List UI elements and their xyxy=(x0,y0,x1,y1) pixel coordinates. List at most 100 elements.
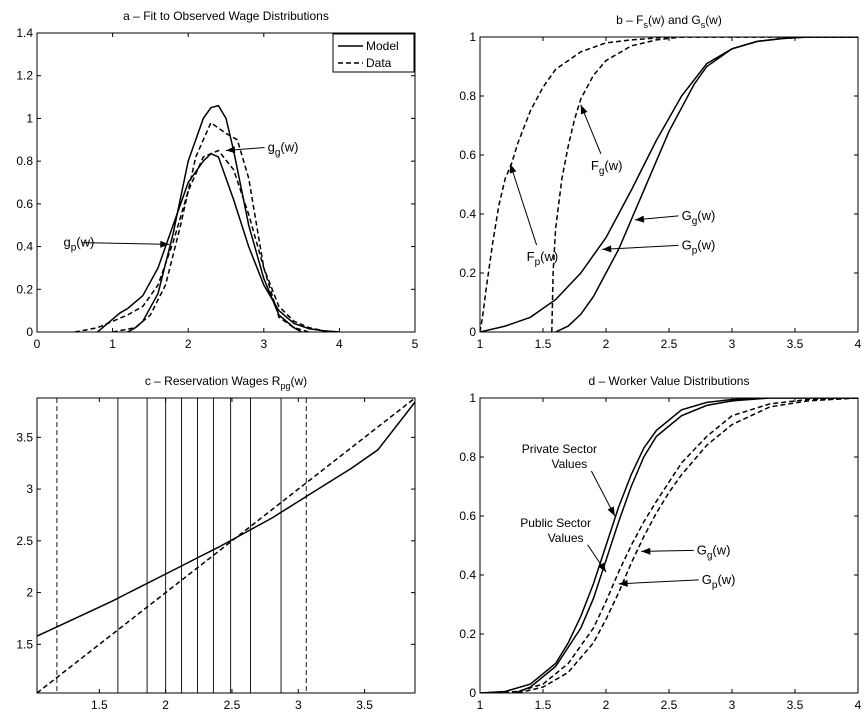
panel-d-ytick-label-3: 0.6 xyxy=(459,509,476,523)
panel-d-series-3 xyxy=(517,398,858,693)
panel-a-title: a – Fit to Observed Wage Distributions xyxy=(123,9,329,23)
panel-a-xtick-label-2: 2 xyxy=(185,337,192,351)
legend-box xyxy=(332,33,415,73)
panel-c-xtick-label-4: 3.5 xyxy=(356,698,373,712)
panel-b-xtick-label-6: 4 xyxy=(855,337,862,351)
panel-c-title: c – Reservation Wages Rpg(w) xyxy=(145,374,307,391)
panel-d-annotation-1-arrow-head xyxy=(598,562,606,573)
panel-b-annotation-0-label: Fg(w) xyxy=(591,158,623,177)
panel-a-series-0 xyxy=(97,152,340,332)
panel-d-annotation-0-label-line2: Values xyxy=(551,457,587,471)
panel-b-annotation-0-arrow-head xyxy=(580,104,588,115)
panel-a-annotation-0-arrow-head xyxy=(226,146,236,154)
panel-d-xtick-label-5: 3.5 xyxy=(787,698,804,712)
panel-b-annotation-3-arrow-head xyxy=(602,245,612,253)
panel-a-annotation-0-label: gg(w) xyxy=(268,140,299,159)
panel-b-axes xyxy=(479,36,859,333)
panel-b-series-1 xyxy=(551,37,858,332)
panel-d: d – Worker Value Distributions 1 1.5 2 2.5 3 3… xyxy=(459,374,861,712)
panel-a-xtick-label-0: 0 xyxy=(34,337,41,351)
panel-d-annotation-1-label-line2: Values xyxy=(548,531,584,545)
panel-a-xtick-label-5: 5 xyxy=(412,337,419,351)
panel-a-xtick-label-1: 1 xyxy=(109,337,116,351)
panel-b-xtick-label-4: 3 xyxy=(729,337,736,351)
panel-c-xtick-label-2: 2.5 xyxy=(224,698,241,712)
panel-a-ytick-label-6: 1.2 xyxy=(16,69,33,83)
panel-d-annotation-3-arrow-head xyxy=(618,579,628,587)
panel-c-ytick-label-1: 2 xyxy=(26,586,33,600)
panel-a-ytick-label-3: 0.6 xyxy=(16,197,33,211)
panel-c-ytick-label-4: 3.5 xyxy=(16,430,33,444)
panel-a-axes xyxy=(36,32,416,333)
panel-a-annotation-1-label: gp(w) xyxy=(63,235,94,254)
panel-b: b – Fs(w) and Gs(w) 1 1.5 2 2.5 3 3.5 4 0 0.2 0.4 0… xyxy=(459,13,861,351)
panel-a-legend: Model Data xyxy=(332,33,415,73)
panel-d-annotation-3-arrow-shaft xyxy=(618,579,699,585)
panel-d-ytick-label-0: 0 xyxy=(469,686,476,700)
panel-d-xtick-label-2: 2 xyxy=(603,698,610,712)
panel-a-xtick-label-4: 4 xyxy=(336,337,343,351)
panel-d-xtick-label-3: 2.5 xyxy=(661,698,678,712)
panel-c-series-0 xyxy=(37,401,415,637)
panel-c-ytick-label-2: 2.5 xyxy=(16,534,33,548)
panel-d-annotation-3-label: Gp(w) xyxy=(702,572,736,591)
panel-d-series-0 xyxy=(480,398,858,693)
panel-a-annotation-1-arrow-head xyxy=(160,240,170,248)
panel-b-annotation-1-arrow-head xyxy=(509,163,517,174)
panel-a-xtick-label-3: 3 xyxy=(260,337,267,351)
panel-d-annotation-0-label: Private Sector xyxy=(522,442,597,456)
panel-d-title: d – Worker Value Distributions xyxy=(589,374,750,388)
panel-d-ytick-label-4: 0.8 xyxy=(459,450,476,464)
legend-label-1: Data xyxy=(366,56,392,70)
panel-b-xtick-label-3: 2.5 xyxy=(661,337,678,351)
panel-b-annotation-1-label: Fp(w) xyxy=(527,249,559,268)
panel-d-annotation-2-label: Gg(w) xyxy=(697,542,731,561)
panel-b-xtick-label-1: 1.5 xyxy=(535,337,552,351)
panel-d-ytick-label-1: 0.2 xyxy=(459,627,476,641)
panel-d-xtick-label-4: 3 xyxy=(729,698,736,712)
panel-b-annotation-3-arrow-shaft xyxy=(602,244,679,250)
panel-a-series-3 xyxy=(112,121,310,332)
panel-d-annotation-2-arrow-head xyxy=(641,547,651,555)
panel-b-title: b – Fs(w) and Gs(w) xyxy=(616,13,722,30)
panel-b-annotation-3-label: Gp(w) xyxy=(682,237,716,256)
panel-b-xtick-label-2: 2 xyxy=(603,337,610,351)
panel-c: c – Reservation Wages Rpg(w) 1.5 2 2.5 3 3.5 1… xyxy=(16,374,416,712)
panel-b-ytick-label-3: 0.6 xyxy=(459,148,476,162)
panel-b-ytick-label-1: 0.2 xyxy=(459,266,476,280)
panel-b-xtick-label-0: 1 xyxy=(477,337,484,351)
panel-b-annotation-1-arrow-shaft xyxy=(509,163,538,246)
panel-a-ytick-label-7: 1.4 xyxy=(16,26,33,40)
panel-b-annotation-2-arrow-head xyxy=(634,215,645,223)
panel-a-ytick-label-5: 1 xyxy=(26,111,33,125)
panel-d-ytick-label-5: 1 xyxy=(469,391,476,405)
panel-a-series-2 xyxy=(74,149,340,332)
panel-d-ytick-label-2: 0.4 xyxy=(459,568,476,582)
panel-c-xtick-label-0: 1.5 xyxy=(91,698,108,712)
panel-d-xtick-label-1: 1.5 xyxy=(535,698,552,712)
panel-a-ytick-label-0: 0 xyxy=(26,325,33,339)
panel-b-series-0 xyxy=(480,37,858,332)
panel-a-ytick-label-4: 0.8 xyxy=(16,154,33,168)
panel-a-annotation-1-arrow-shaft xyxy=(81,242,170,245)
panel-c-series-1 xyxy=(37,398,415,693)
panel-c-xtick-label-3: 3 xyxy=(295,698,302,712)
panel-b-ytick-label-0: 0 xyxy=(469,325,476,339)
panel-b-ytick-label-2: 0.4 xyxy=(459,207,476,221)
panel-c-xtick-label-1: 2 xyxy=(162,698,169,712)
panel-d-xtick-label-0: 1 xyxy=(477,698,484,712)
panel-c-ytick-label-3: 3 xyxy=(26,482,33,496)
panel-b-series-3 xyxy=(555,37,858,332)
panel-c-ytick-label-0: 1.5 xyxy=(16,637,33,651)
panel-a-ytick-label-1: 0.2 xyxy=(16,282,33,296)
panel-b-ytick-label-5: 1 xyxy=(469,30,476,44)
panel-d-annotation-0-arrow-head xyxy=(607,506,615,516)
panel-a: a – Fit to Observed Wage Distributions 0 1… xyxy=(16,9,418,351)
panel-a-ytick-label-2: 0.4 xyxy=(16,240,33,254)
panel-d-series-2 xyxy=(480,398,858,693)
panel-b-xtick-label-5: 3.5 xyxy=(787,337,804,351)
panel-b-annotation-2-label: Gg(w) xyxy=(682,208,716,227)
panel-c-axes xyxy=(36,397,416,694)
legend-label-0: Model xyxy=(366,39,399,53)
